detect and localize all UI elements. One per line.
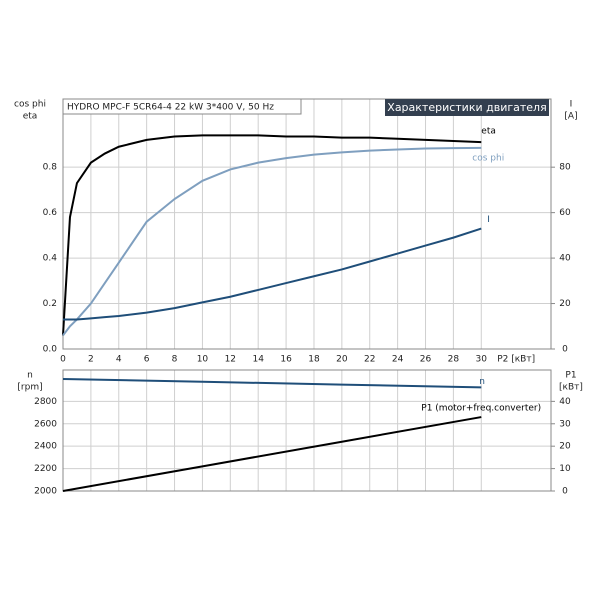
series-line [62,134,482,336]
y2-tick-label: 0 [562,487,568,497]
x-tick-label: 4 [116,355,122,365]
y-tick-label: 0.4 [43,254,58,264]
x-axis-label: P2 [кВт] [497,355,535,365]
y-tick-label: 2200 [34,464,57,474]
y2-axis-label: [A] [564,112,577,122]
plot-frame [62,369,552,492]
y2-tick-label: 30 [559,419,571,429]
y2-axis-label: P1 [565,371,576,381]
x-tick-label: 22 [364,355,375,365]
y2-tick-label: 10 [559,464,571,474]
y2-axis-label: I [570,100,573,110]
x-tick-label: 14 [252,355,264,365]
y-axis-label: cos phi [14,100,46,110]
plot-frame [62,98,552,350]
y-tick-label: 2800 [34,397,57,407]
header: HYDRO MPC-F 5CR64-4 22 kW 3*400 V, 50 Hz [67,103,274,113]
x-tick-label: 0 [60,355,66,365]
series-line [63,227,482,321]
x-tick-label: 16 [280,355,292,365]
y-tick-label: 2400 [34,442,57,452]
x-tick-label: 18 [308,355,320,365]
series-label: cos phi [472,153,504,163]
x-tick-label: 28 [448,355,460,365]
x-tick-label: 6 [144,355,150,365]
y-axis-label: [rpm] [17,383,42,393]
x-tick-label: 30 [476,355,488,365]
title-box [385,99,549,116]
x-tick-label: 10 [197,355,209,365]
y2-tick-label: 40 [559,397,571,407]
series-label: n [479,377,485,387]
y-tick-label: 0.6 [43,208,58,218]
y2-tick-label: 60 [559,208,571,218]
x-tick-label: 12 [225,355,236,365]
y2-tick-label: 80 [559,163,571,173]
series-line [62,416,482,492]
x-tick-label: 26 [420,355,432,365]
y-tick-label: 0.0 [43,345,58,355]
y-tick-label: 0.8 [43,163,58,173]
x-tick-label: 2 [88,355,94,365]
series-line [62,377,482,389]
series-label: P1 (motor+freq.converter) [421,404,541,414]
y-tick-label: 2000 [34,487,57,497]
y2-tick-label: 0 [562,345,568,355]
series-label: I [487,215,490,225]
x-tick-label: 24 [392,355,404,365]
y2-tick-label: 40 [559,254,571,264]
x-tick-label: 8 [172,355,178,365]
y2-tick-label: 20 [559,299,571,309]
y2-axis-label: [кВт] [559,383,583,393]
y-axis-label: n [27,371,33,381]
series-line [62,146,482,336]
x-tick-label: 20 [336,355,348,365]
y2-tick-label: 20 [559,442,571,452]
series-label: eta [481,127,496,137]
header-box [62,98,302,115]
y-tick-label: 2600 [34,419,57,429]
y-axis-label: eta [23,112,38,122]
y-tick-label: 0.2 [43,299,57,309]
chart-title: Характеристики двигателя [387,101,546,114]
plot-area [63,370,551,491]
